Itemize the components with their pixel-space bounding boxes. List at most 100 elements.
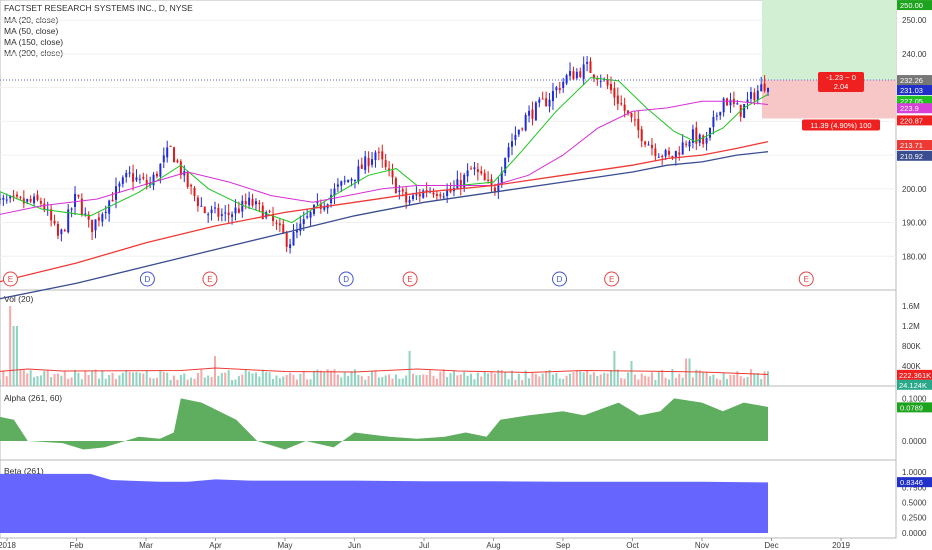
volume-panel[interactable] <box>0 306 770 386</box>
volume-bar[interactable] <box>736 371 739 386</box>
volume-bar[interactable] <box>524 370 527 386</box>
volume-bar[interactable] <box>50 377 53 386</box>
dividend-marker[interactable] <box>338 271 354 287</box>
volume-bar[interactable] <box>343 371 346 386</box>
candle-body[interactable] <box>681 142 684 155</box>
candle-body[interactable] <box>592 74 595 78</box>
alpha-area[interactable] <box>0 398 768 450</box>
volume-bar[interactable] <box>452 370 455 386</box>
volume-bar[interactable] <box>589 374 592 386</box>
candle-body[interactable] <box>664 150 667 157</box>
candle-body[interactable] <box>746 99 749 103</box>
candle-body[interactable] <box>534 102 537 121</box>
volume-bar[interactable] <box>483 371 486 386</box>
volume-bar[interactable] <box>309 379 312 386</box>
volume-bar[interactable] <box>289 372 292 386</box>
candle-body[interactable] <box>599 80 602 82</box>
candle-body[interactable] <box>128 172 131 174</box>
volume-bar[interactable] <box>647 376 650 386</box>
candle-body[interactable] <box>333 188 336 196</box>
candle-body[interactable] <box>749 91 752 99</box>
volume-bar[interactable] <box>657 371 660 386</box>
candle-body[interactable] <box>555 87 558 91</box>
candle-body[interactable] <box>207 214 210 216</box>
volume-bar[interactable] <box>169 379 172 386</box>
alpha-panel[interactable] <box>0 398 768 450</box>
candle-body[interactable] <box>490 179 493 187</box>
candle-body[interactable] <box>531 109 534 119</box>
candle-body[interactable] <box>97 217 100 221</box>
candle-body[interactable] <box>548 99 551 107</box>
volume-bar[interactable] <box>473 379 476 386</box>
candle-body[interactable] <box>43 203 46 211</box>
volume-bar[interactable] <box>261 369 264 386</box>
volume-bar[interactable] <box>121 372 124 386</box>
volume-bar[interactable] <box>43 370 46 386</box>
candle-body[interactable] <box>756 90 759 100</box>
volume-bar[interactable] <box>575 370 578 386</box>
volume-bar[interactable] <box>326 369 329 386</box>
volume-bar[interactable] <box>606 373 609 386</box>
candle-body[interactable] <box>87 214 90 220</box>
volume-bar[interactable] <box>613 351 616 386</box>
candle-body[interactable] <box>336 184 339 187</box>
candle-body[interactable] <box>74 193 77 207</box>
candle-body[interactable] <box>374 152 377 160</box>
candle-body[interactable] <box>367 157 370 167</box>
candle-body[interactable] <box>231 214 234 217</box>
candle-body[interactable] <box>70 208 73 210</box>
volume-bar[interactable] <box>582 372 585 386</box>
candle-body[interactable] <box>340 181 343 186</box>
volume-bar[interactable] <box>39 375 42 386</box>
candle-body[interactable] <box>388 168 391 171</box>
volume-bar[interactable] <box>173 375 176 386</box>
volume-bar[interactable] <box>435 378 438 386</box>
candle-body[interactable] <box>668 150 671 155</box>
volume-bar[interactable] <box>705 372 708 386</box>
price-panel[interactable]: -1.23 ~ 02.04 11.39 (4.90%) 100 E D E D E D E E <box>0 0 896 300</box>
volume-bar[interactable] <box>179 374 182 386</box>
volume-bar[interactable] <box>12 326 15 386</box>
candle-body[interactable] <box>360 164 363 169</box>
volume-bar[interactable] <box>145 370 148 386</box>
candle-body[interactable] <box>654 148 657 156</box>
candle-body[interactable] <box>152 174 155 186</box>
volume-bar[interactable] <box>446 377 449 386</box>
candle-body[interactable] <box>295 229 298 233</box>
candle-body[interactable] <box>459 180 462 188</box>
candle-body[interactable] <box>80 198 83 215</box>
candle-body[interactable] <box>493 187 496 192</box>
volume-bar[interactable] <box>678 373 681 386</box>
volume-bar[interactable] <box>746 376 749 386</box>
volume-bar[interactable] <box>97 378 100 386</box>
candle-body[interactable] <box>753 92 756 101</box>
candle-body[interactable] <box>173 147 176 163</box>
candle-body[interactable] <box>94 219 97 231</box>
volume-bar[interactable] <box>159 370 162 386</box>
volume-bar[interactable] <box>149 377 152 386</box>
candle-body[interactable] <box>234 207 237 214</box>
volume-bar[interactable] <box>104 378 107 386</box>
volume-bar[interactable] <box>101 370 104 386</box>
legend-beta[interactable]: Beta (261) <box>4 466 44 476</box>
volume-bar[interactable] <box>306 379 309 386</box>
candle-body[interactable] <box>432 192 435 195</box>
candle-body[interactable] <box>138 178 141 180</box>
volume-bar[interactable] <box>128 371 131 386</box>
candle-body[interactable] <box>125 172 128 178</box>
volume-bar[interactable] <box>381 377 384 386</box>
candle-body[interactable] <box>609 83 612 91</box>
volume-bar[interactable] <box>408 351 411 386</box>
volume-bar[interactable] <box>449 373 452 386</box>
candle-body[interactable] <box>637 118 640 131</box>
candle-body[interactable] <box>371 159 374 165</box>
candle-body[interactable] <box>487 179 490 181</box>
candle-body[interactable] <box>169 145 172 147</box>
candle-body[interactable] <box>562 81 565 88</box>
volume-bar[interactable] <box>374 370 377 386</box>
candle-body[interactable] <box>91 219 94 233</box>
volume-bar[interactable] <box>531 373 534 386</box>
volume-bar[interactable] <box>654 379 657 386</box>
candle-body[interactable] <box>350 179 353 181</box>
volume-bar[interactable] <box>53 374 56 386</box>
